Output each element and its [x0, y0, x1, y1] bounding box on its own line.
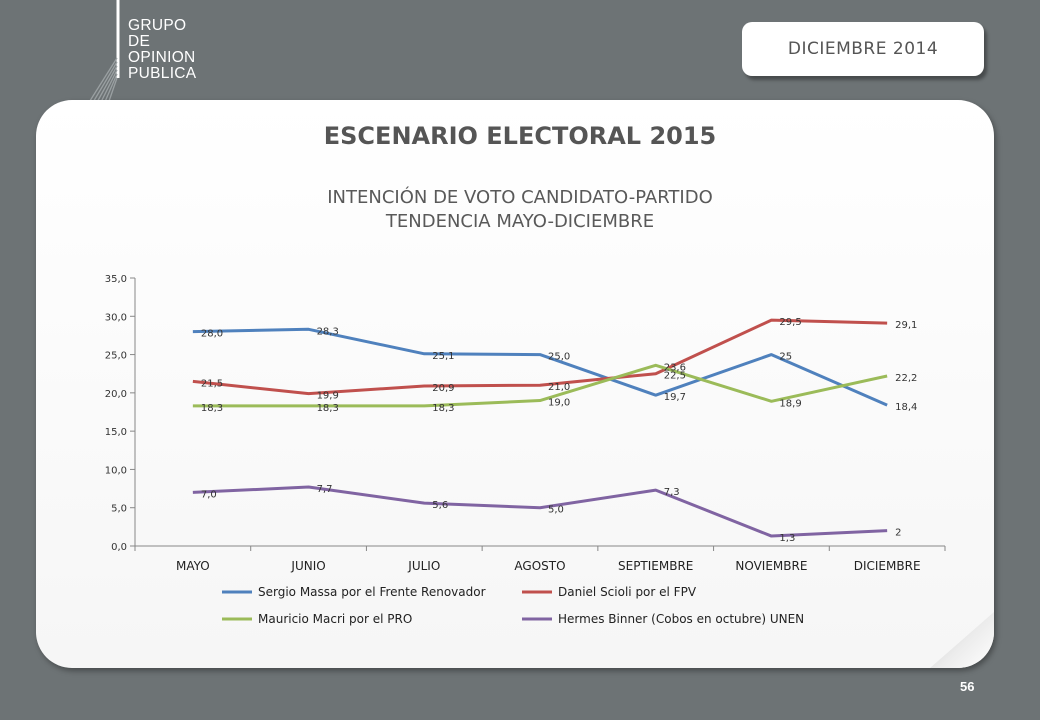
data-label: 18,3 [317, 403, 339, 414]
logo-text: GRUPO DE OPINION PUBLICA [128, 18, 196, 82]
data-label: 18,3 [432, 403, 454, 414]
x-tick-label: SEPTIEMBRE [618, 559, 693, 573]
data-label: 5,6 [432, 500, 448, 511]
data-label: 19,9 [317, 391, 339, 402]
data-label: 23,6 [664, 362, 686, 373]
series-line [192, 485, 888, 538]
subtitle-line-2: TENDENCIA MAYO-DICIEMBRE [385, 211, 655, 232]
slide-title: ESCENARIO ELECTORAL 2015 [323, 122, 717, 150]
data-label: 25,1 [432, 351, 454, 362]
legend-entry: Hermes Binner (Cobos en octubre) UNEN [558, 612, 804, 626]
y-tick-label: 0,0 [111, 542, 127, 553]
data-label: 21,5 [201, 378, 223, 389]
data-label: 29,5 [779, 317, 801, 328]
series-line [192, 363, 888, 408]
data-label: 22,2 [895, 373, 917, 384]
data-label: 25,0 [548, 352, 570, 363]
legend-entry: Daniel Scioli por el FPV [558, 585, 697, 599]
data-label: 29,1 [895, 320, 917, 331]
data-label: 22,5 [664, 371, 686, 382]
legend-entry: Sergio Massa por el Frente Renovador [258, 585, 486, 599]
subtitle-line-1: INTENCIÓN DE VOTO CANDIDATO-PARTIDO [327, 187, 713, 208]
data-label: 2 [895, 528, 901, 539]
series-line [192, 327, 888, 407]
series-line [192, 318, 888, 396]
x-tick-label: AGOSTO [514, 559, 565, 573]
logo-line: DE [128, 33, 151, 50]
data-label: 18,9 [779, 398, 801, 409]
logo-line: GRUPO [128, 17, 187, 34]
data-label: 21,0 [548, 382, 570, 393]
x-tick-label: JULIO [407, 559, 440, 573]
y-tick-label: 30,0 [105, 312, 127, 323]
chart-subtitle: INTENCIÓN DE VOTO CANDIDATO-PARTIDO TEND… [0, 186, 1040, 234]
y-tick-label: 35,0 [105, 274, 127, 285]
data-label: 28,3 [317, 326, 339, 337]
x-tick-label: JUNIO [290, 559, 325, 573]
y-tick-label: 15,0 [105, 427, 127, 438]
data-label: 5,0 [548, 505, 564, 516]
data-label: 28,0 [201, 329, 223, 340]
logo-line: PUBLICA [128, 65, 197, 82]
data-label: 18,4 [895, 402, 917, 413]
date-badge: DICIEMBRE 2014 [742, 22, 984, 76]
data-label: 7,7 [317, 484, 333, 495]
data-label: 19,7 [664, 392, 686, 403]
data-label: 19,0 [548, 398, 570, 409]
data-label: 20,9 [432, 383, 454, 394]
data-label: 7,3 [664, 487, 680, 498]
y-tick-label: 25,0 [105, 351, 127, 362]
x-tick-label: MAYO [176, 559, 210, 573]
x-tick-label: DICIEMBRE [854, 559, 921, 573]
data-label: 25 [779, 352, 792, 363]
data-label: 7,0 [201, 489, 217, 500]
logo-line: OPINION [128, 49, 196, 66]
x-tick-label: NOVIEMBRE [735, 559, 807, 573]
y-tick-label: 20,0 [105, 389, 127, 400]
data-label: 1,3 [779, 533, 795, 544]
logo-mark [87, 0, 120, 105]
data-label: 18,3 [201, 403, 223, 414]
legend-entry: Mauricio Macri por el PRO [258, 612, 412, 626]
page-number: 56 [960, 679, 975, 694]
y-tick-label: 10,0 [105, 465, 127, 476]
y-tick-label: 5,0 [111, 504, 127, 515]
